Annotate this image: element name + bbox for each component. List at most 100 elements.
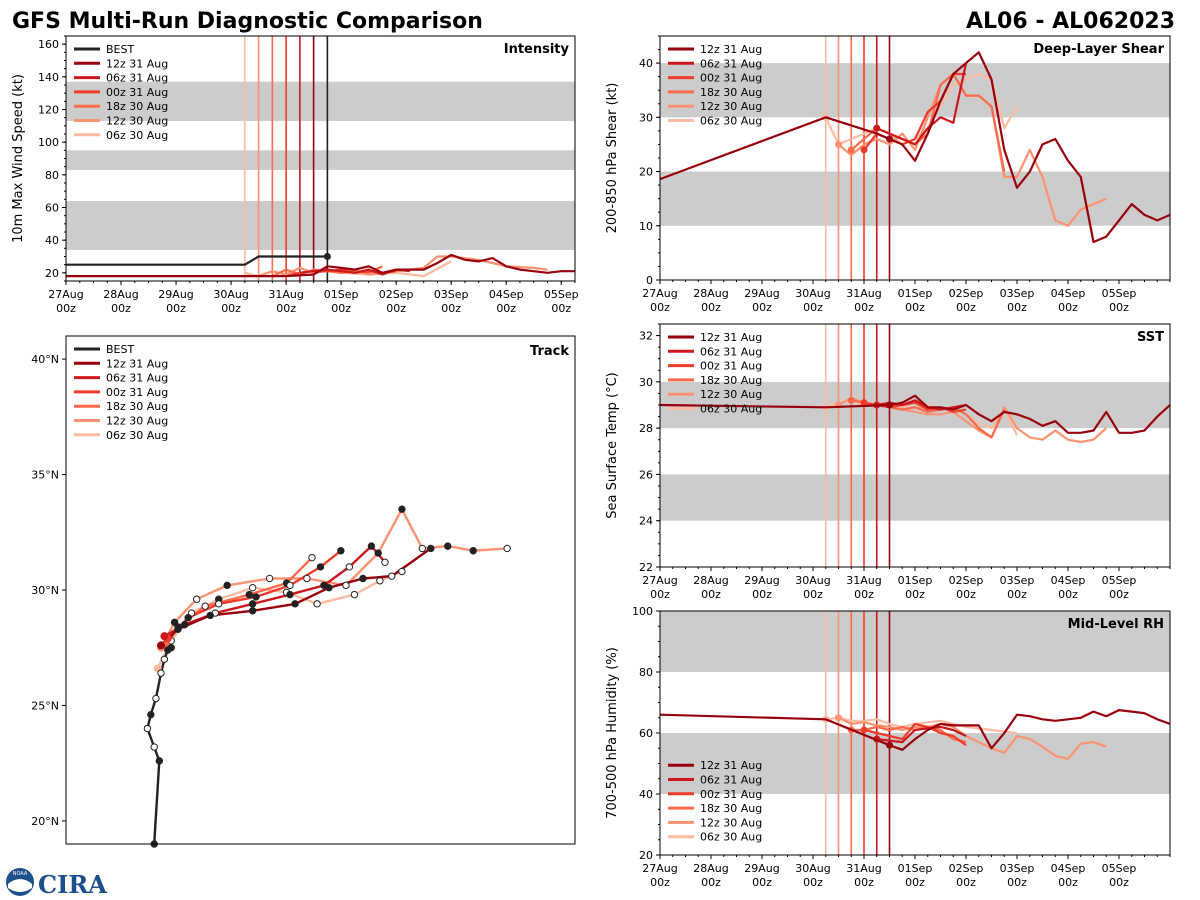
intensity-xtick-hour: 00z	[276, 302, 296, 315]
sst-xtick-date: 01Sep	[898, 574, 933, 587]
shear-legend-label: 12z 31 Aug	[700, 43, 762, 56]
shear-legend-label: 18z 30 Aug	[700, 86, 762, 99]
intensity-legend-label: 06z 31 Aug	[106, 72, 168, 85]
rh-ytick-label: 100	[632, 605, 653, 618]
track-point-marker	[503, 544, 511, 553]
shear-init-marker	[873, 124, 881, 132]
intensity-ytick-label: 100	[38, 136, 59, 149]
rh-xtick-date: 29Aug	[744, 862, 779, 875]
sst-xtick-hour: 00z	[701, 588, 721, 601]
shear-xtick-hour: 00z	[905, 301, 925, 314]
rh-panel: 2040608010027Aug00z28Aug00z29Aug00z30Aug…	[605, 605, 1171, 889]
track-legend-label: 00z 31 Aug	[106, 386, 168, 399]
track-point-marker	[147, 710, 155, 719]
shear-xtick-hour: 00z	[1109, 301, 1129, 314]
shear-band	[660, 171, 1170, 226]
rh-xtick-date: 28Aug	[693, 862, 728, 875]
cira-logo-text: CIRA	[38, 870, 107, 899]
sst-legend-label: 18z 30 Aug	[700, 374, 762, 387]
shear-xtick-date: 31Aug	[846, 287, 881, 300]
sst-panel: 22242628303227Aug00z28Aug00z29Aug00z30Au…	[605, 323, 1171, 601]
rh-ytick-label: 80	[639, 666, 653, 679]
rh-series-line	[863, 722, 967, 747]
shear-panel-title: Deep-Layer Shear	[1033, 42, 1164, 57]
intensity-best-marker	[323, 253, 331, 260]
intensity-ylabel: 10m Max Wind Speed (kt)	[11, 74, 26, 243]
sst-panel-title: SST	[1137, 330, 1164, 345]
track-point-marker	[350, 590, 359, 599]
sst-xtick-date: 29Aug	[744, 574, 779, 587]
intensity-band	[66, 81, 575, 121]
rh-init-marker	[835, 714, 842, 722]
sst-ytick-label: 22	[639, 561, 653, 574]
rh-xtick-hour: 00z	[854, 876, 874, 889]
sst-xtick-hour: 00z	[905, 588, 925, 601]
intensity-panel: 2040608010012014016027Aug00z28Aug00z29Au…	[11, 35, 579, 315]
track-series-line	[165, 556, 313, 647]
track-point-marker	[313, 600, 321, 608]
track-point-marker	[303, 574, 311, 583]
track-point-marker	[374, 549, 382, 557]
rh-ytick-label: 20	[639, 849, 653, 862]
shear-xtick-hour: 00z	[650, 301, 670, 314]
rh-xtick-hour: 00z	[650, 876, 670, 889]
rh-legend-label: 12z 30 Aug	[700, 816, 762, 829]
track-point-marker	[252, 593, 260, 601]
rh-legend-label: 18z 30 Aug	[700, 802, 762, 815]
shear-ylabel: 200-850 hPa Shear (kt)	[605, 83, 620, 234]
intensity-ytick-label: 80	[45, 169, 59, 182]
rh-band	[660, 611, 1170, 672]
intensity-panel-title: Intensity	[504, 42, 570, 57]
sst-legend-label: 12z 31 Aug	[700, 331, 762, 344]
track-point-marker	[286, 590, 294, 599]
rh-xtick-date: 02Sep	[949, 862, 984, 875]
intensity-xtick-hour: 00z	[496, 302, 516, 315]
rh-ylabel: 700-500 hPa Humidity (%)	[605, 647, 620, 819]
rh-xtick-hour: 00z	[1007, 876, 1027, 889]
track-point-marker	[248, 600, 257, 608]
sst-legend-label: 06z 30 Aug	[700, 403, 762, 416]
track-ytick-label: 40°N	[31, 353, 59, 366]
shear-xtick-hour: 00z	[803, 301, 823, 314]
track-legend-label: 06z 31 Aug	[106, 372, 168, 385]
shear-xtick-hour: 00z	[1007, 301, 1027, 314]
track-point-marker	[155, 757, 164, 765]
intensity-xtick-date: 27Aug	[48, 288, 83, 301]
track-point-marker	[245, 590, 253, 599]
rh-ytick-label: 40	[639, 788, 653, 801]
track-point-marker	[325, 583, 333, 592]
rh-xtick-date: 31Aug	[846, 862, 881, 875]
track-point-marker	[206, 611, 214, 620]
intensity-ytick-label: 20	[45, 267, 59, 280]
rh-xtick-date: 04Sep	[1051, 862, 1086, 875]
rh-xtick-hour: 00z	[956, 876, 976, 889]
track-point-marker	[337, 547, 345, 555]
rh-xtick-hour: 00z	[905, 876, 925, 889]
rh-xtick-hour: 00z	[803, 876, 823, 889]
intensity-ytick-label: 120	[38, 104, 59, 117]
track-point-marker	[381, 558, 389, 566]
intensity-xtick-date: 28Aug	[103, 288, 138, 301]
intensity-legend-label: BEST	[106, 43, 134, 56]
intensity-xtick-hour: 00z	[56, 302, 76, 315]
sst-xtick-hour: 00z	[956, 588, 976, 601]
track-point-marker	[248, 583, 257, 592]
intensity-xtick-date: 02Sep	[379, 288, 414, 301]
track-point-marker	[167, 644, 175, 652]
intensity-ytick-label: 140	[38, 71, 59, 84]
sst-legend-label: 06z 31 Aug	[700, 345, 762, 358]
intensity-series-line	[66, 253, 575, 278]
track-point-marker	[215, 600, 223, 608]
storm-id-title: AL06 - AL062023	[966, 9, 1175, 34]
track-legend-label: 12z 30 Aug	[106, 415, 168, 428]
shear-ytick-label: 30	[639, 111, 653, 124]
shear-init-marker	[886, 135, 893, 143]
sst-xtick-date: 30Aug	[795, 574, 830, 587]
rh-xtick-date: 03Sep	[1000, 862, 1035, 875]
rh-xtick-hour: 00z	[752, 876, 772, 889]
sst-ytick-label: 30	[639, 376, 653, 389]
sst-ytick-label: 24	[639, 515, 653, 528]
sst-band	[660, 381, 1170, 429]
intensity-xtick-hour: 00z	[331, 302, 351, 315]
shear-xtick-hour: 00z	[854, 301, 874, 314]
